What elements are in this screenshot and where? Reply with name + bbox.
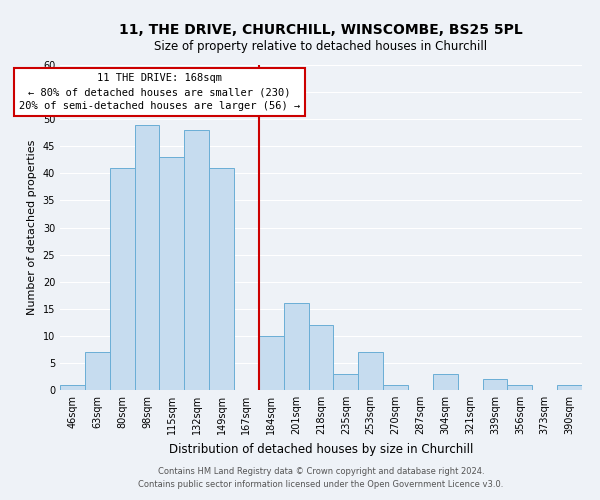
Bar [60, 384, 85, 390]
Text: Contains HM Land Registry data © Crown copyright and database right 2024.
Contai: Contains HM Land Registry data © Crown c… [139, 467, 503, 489]
Bar [259, 336, 284, 390]
Bar [134, 124, 160, 390]
Bar [308, 325, 334, 390]
Bar [160, 157, 184, 390]
Title: 11, THE DRIVE, CHURCHILL, WINSCOMBE, BS25 5PL
Size of property relative to detac: 11, THE DRIVE, CHURCHILL, WINSCOMBE, BS2… [0, 499, 1, 500]
Bar [334, 374, 358, 390]
Bar [433, 374, 458, 390]
Bar [110, 168, 134, 390]
Bar [508, 384, 532, 390]
X-axis label: Distribution of detached houses by size in Churchill: Distribution of detached houses by size … [169, 442, 473, 456]
Bar [209, 168, 234, 390]
Bar [358, 352, 383, 390]
Text: Size of property relative to detached houses in Churchill: Size of property relative to detached ho… [154, 40, 488, 53]
Bar [383, 384, 408, 390]
Text: 11 THE DRIVE: 168sqm
← 80% of detached houses are smaller (230)
20% of semi-deta: 11 THE DRIVE: 168sqm ← 80% of detached h… [19, 73, 300, 111]
Text: 11, THE DRIVE, CHURCHILL, WINSCOMBE, BS25 5PL: 11, THE DRIVE, CHURCHILL, WINSCOMBE, BS2… [119, 22, 523, 36]
Bar [284, 304, 308, 390]
Bar [85, 352, 110, 390]
Y-axis label: Number of detached properties: Number of detached properties [27, 140, 37, 315]
Bar [557, 384, 582, 390]
Bar [184, 130, 209, 390]
Bar [482, 379, 508, 390]
